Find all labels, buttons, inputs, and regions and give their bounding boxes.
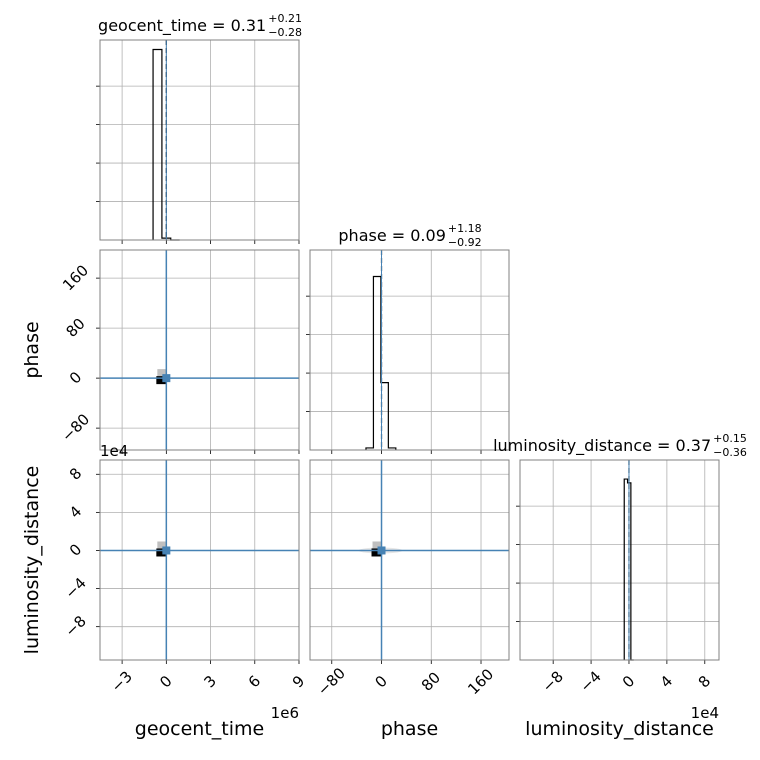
- density-mid: [372, 541, 382, 549]
- y-tick-label-luminosity_distance: −8: [61, 612, 89, 640]
- diagonal-title-geocent_time: geocent_time = 0.31 +0.21−0.28: [98, 12, 302, 39]
- truth-marker: [162, 374, 171, 383]
- title-main: luminosity_distance = 0.37: [493, 436, 711, 456]
- truth-marker: [377, 546, 386, 555]
- x-offset-text-geocent_time: 1e6: [271, 704, 299, 722]
- panel-phase-phase: [306, 249, 510, 454]
- title-lower: −0.36: [713, 446, 747, 459]
- y-axis-label-luminosity_distance: luminosity_distance: [21, 466, 43, 655]
- density-core: [371, 548, 382, 557]
- x-tick-label-luminosity_distance: 0: [619, 672, 638, 691]
- panel-phase-luminosity_distance: [309, 459, 510, 664]
- x-tick-label-phase: 160: [464, 665, 497, 698]
- histogram-phase: [365, 275, 397, 450]
- y-tick-label-phase: 0: [66, 368, 85, 387]
- y-tick-label-phase: −80: [58, 410, 93, 445]
- x-tick-label-phase: 0: [371, 672, 390, 691]
- density-core: [156, 548, 167, 557]
- x-tick-label-luminosity_distance: −8: [539, 667, 567, 695]
- density-mid: [157, 369, 167, 377]
- x-tick-label-geocent_time: 0: [156, 672, 175, 691]
- y-tick-label-luminosity_distance: 8: [66, 464, 85, 483]
- panel-geocent_time-geocent_time: [96, 39, 300, 244]
- panel-geocent_time-luminosity_distance: [96, 459, 300, 664]
- panel-frame: [519, 459, 720, 661]
- x-tick-label-geocent_time: 9: [289, 672, 308, 691]
- panel-frame: [99, 39, 300, 241]
- panel-frame: [99, 459, 300, 661]
- title-upper: +0.15: [713, 432, 747, 445]
- y-axis-label-phase: phase: [21, 321, 43, 378]
- title-main: geocent_time = 0.31: [98, 16, 266, 36]
- title-main: phase = 0.09: [338, 226, 445, 245]
- y-tick-label-luminosity_distance: 0: [66, 540, 85, 559]
- x-tick-label-phase: −80: [314, 664, 349, 699]
- diagonal-title-phase: phase = 0.09 +1.18−0.92: [338, 222, 481, 249]
- x-axis-label-geocent_time: geocent_time: [135, 718, 264, 740]
- x-tick-label-luminosity_distance: 8: [695, 672, 714, 691]
- truth-marker: [162, 546, 171, 555]
- x-tick-label-phase: 80: [418, 669, 444, 695]
- panel-luminosity_distance-luminosity_distance: [516, 459, 720, 664]
- density-mid: [157, 541, 167, 549]
- title-lower: −0.28: [268, 26, 302, 39]
- x-tick-label-geocent_time: 6: [245, 672, 264, 691]
- y-tick-label-phase: 160: [59, 261, 92, 294]
- y-offset-text-luminosity_distance: 1e4: [100, 442, 128, 460]
- x-tick-label-geocent_time: −3: [108, 667, 136, 695]
- x-offset-text-luminosity_distance: 1e4: [691, 704, 719, 722]
- x-tick-label-geocent_time: 3: [200, 672, 219, 691]
- corner-panels: [96, 39, 720, 664]
- panel-frame: [99, 249, 300, 451]
- title-lower: −0.92: [448, 236, 482, 249]
- x-axis-label-phase: phase: [381, 718, 438, 740]
- panel-frame: [309, 249, 510, 451]
- panel-geocent_time-phase: [96, 249, 300, 454]
- diagonal-title-luminosity_distance: luminosity_distance = 0.37 +0.15−0.36: [493, 432, 747, 459]
- x-axis-label-luminosity_distance: luminosity_distance: [525, 718, 714, 740]
- density-core: [156, 376, 167, 385]
- y-tick-label-luminosity_distance: −4: [61, 574, 89, 602]
- title-upper: +1.18: [448, 222, 482, 235]
- title-upper: +0.21: [268, 12, 302, 25]
- x-tick-label-luminosity_distance: −4: [577, 667, 605, 695]
- y-tick-label-phase: 80: [63, 315, 89, 341]
- panel-frame: [309, 459, 510, 661]
- x-tick-label-luminosity_distance: 4: [657, 672, 676, 691]
- y-tick-label-luminosity_distance: 4: [66, 502, 85, 521]
